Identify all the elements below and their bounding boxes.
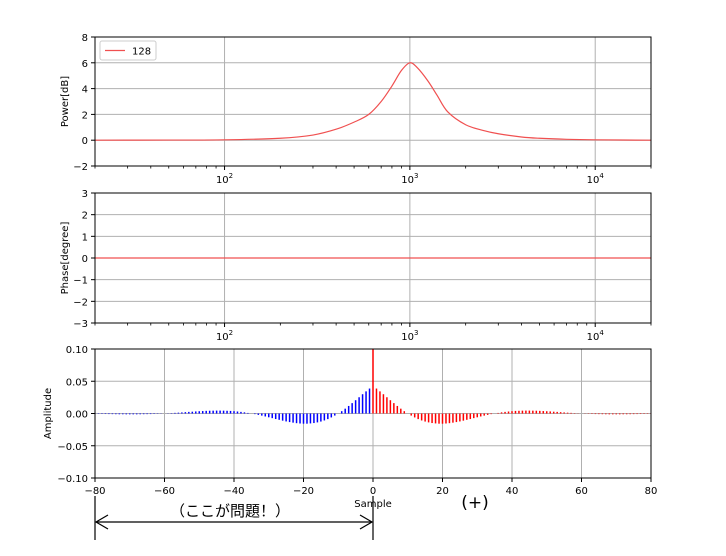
series-line	[95, 62, 651, 141]
y-tick-label: 2	[82, 110, 88, 121]
y-tick-label: 0.00	[66, 410, 88, 421]
arrow-head-right-icon	[359, 514, 374, 530]
x-tick-exponent: 3	[414, 172, 418, 180]
x-tick-label: −60	[154, 486, 175, 497]
axes-frame	[94, 192, 652, 324]
x-tick-base: 10	[216, 332, 229, 343]
arrow-head-left-icon	[94, 514, 109, 530]
x-tick-label: 103	[401, 172, 418, 186]
y-tick-label: 0	[82, 136, 88, 147]
x-tick-exponent: 2	[229, 329, 233, 337]
x-tick-label: 104	[587, 172, 605, 186]
y-tick-label: −1	[73, 276, 88, 287]
legend: 128	[99, 40, 157, 61]
y-tick-label: 0.10	[66, 345, 88, 356]
x-tick-label: −40	[223, 486, 244, 497]
x-tick-label: 60	[575, 486, 588, 497]
x-tick-label: 104	[587, 329, 605, 343]
y-tick-label: −2	[73, 297, 88, 308]
amplitude-axes: −0.10 −0.05 0.00 0.05 0.10 −80 −60 −40 −20 0 20 40 6…	[43, 345, 658, 510]
y-tick-label: 8	[82, 33, 88, 44]
y-tick-label: 4	[82, 85, 88, 96]
legend-box	[99, 40, 157, 61]
x-tick-base: 10	[587, 175, 600, 186]
y-tick-label: 2	[82, 211, 88, 222]
x-tick-base: 10	[587, 332, 600, 343]
axes-frame	[94, 348, 652, 479]
x-tick-label: 102	[216, 329, 233, 343]
x-tick-exponent: 2	[229, 172, 233, 180]
y-axis-label: Power[dB]	[60, 76, 71, 127]
y-tick-label: 3	[82, 189, 88, 200]
x-tick-label: −80	[84, 486, 105, 497]
y-tick-label: 0.05	[66, 377, 88, 388]
y-tick-label: −0.05	[57, 442, 88, 453]
annotations: （ここが問題！） (+)	[94, 493, 489, 540]
y-axis-label: Amplitude	[43, 388, 54, 439]
x-tick-label: 103	[401, 329, 418, 343]
y-tick-label: −3	[73, 319, 88, 330]
x-tick-label: 102	[216, 172, 233, 186]
plus-label: (+)	[461, 493, 489, 513]
x-tick-base: 10	[401, 175, 414, 186]
x-tick-base: 10	[401, 332, 414, 343]
x-tick-label: 40	[506, 486, 519, 497]
y-tick-label: 6	[82, 59, 88, 70]
x-tick-label: 0	[370, 486, 376, 497]
x-tick-exponent: 3	[414, 329, 418, 337]
x-tick-label: 20	[436, 486, 449, 497]
y-tick-label: −2	[73, 162, 88, 173]
x-tick-exponent: 4	[599, 172, 604, 180]
y-axis-label: Phase[degree]	[60, 222, 71, 295]
legend-label: 128	[132, 47, 151, 58]
x-tick-label: 80	[645, 486, 658, 497]
y-tick-label: −0.10	[57, 474, 88, 485]
axes-frame	[94, 36, 652, 167]
y-tick-label: 1	[82, 232, 88, 243]
x-tick-exponent: 4	[599, 329, 604, 337]
x-tick-base: 10	[216, 175, 229, 186]
problem-label: （ここが問題！）	[170, 502, 290, 520]
x-tick-label: −20	[293, 486, 314, 497]
y-tick-label: 0	[82, 254, 88, 265]
